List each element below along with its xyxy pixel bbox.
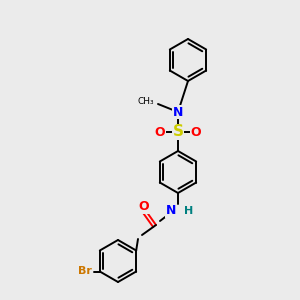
Text: H: H (184, 206, 193, 216)
Text: O: O (191, 125, 201, 139)
Text: CH₃: CH₃ (137, 98, 154, 106)
Text: S: S (172, 124, 184, 140)
Text: N: N (173, 106, 183, 118)
Text: O: O (139, 200, 149, 214)
Text: Br: Br (78, 266, 92, 277)
Text: O: O (155, 125, 165, 139)
Text: N: N (166, 205, 176, 218)
